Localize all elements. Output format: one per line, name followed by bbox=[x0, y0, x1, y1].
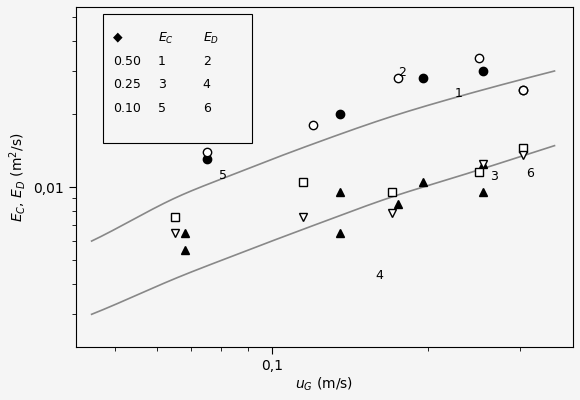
X-axis label: $u_G$ (m/s): $u_G$ (m/s) bbox=[295, 376, 354, 393]
Text: 5: 5 bbox=[219, 169, 227, 182]
Text: 0.50: 0.50 bbox=[113, 54, 142, 68]
Text: ◆: ◆ bbox=[113, 31, 123, 44]
Text: $E_D$: $E_D$ bbox=[203, 31, 219, 46]
Bar bbox=[103, 14, 252, 143]
Text: 2: 2 bbox=[398, 66, 406, 80]
Text: 4: 4 bbox=[203, 78, 211, 91]
Text: 5: 5 bbox=[158, 102, 166, 115]
Text: 1: 1 bbox=[158, 54, 166, 68]
Text: $E_C$: $E_C$ bbox=[158, 31, 174, 46]
Text: 6: 6 bbox=[525, 167, 534, 180]
Text: 1: 1 bbox=[455, 87, 463, 100]
Y-axis label: $E_C$, $E_D$ (m$^2$/s): $E_C$, $E_D$ (m$^2$/s) bbox=[7, 132, 28, 222]
Text: 3: 3 bbox=[490, 170, 498, 183]
Text: 6: 6 bbox=[203, 102, 211, 115]
Text: 0.25: 0.25 bbox=[113, 78, 141, 91]
Text: 4: 4 bbox=[375, 269, 383, 282]
Text: 3: 3 bbox=[158, 78, 166, 91]
Text: 2: 2 bbox=[203, 54, 211, 68]
Text: 0.10: 0.10 bbox=[113, 102, 141, 115]
